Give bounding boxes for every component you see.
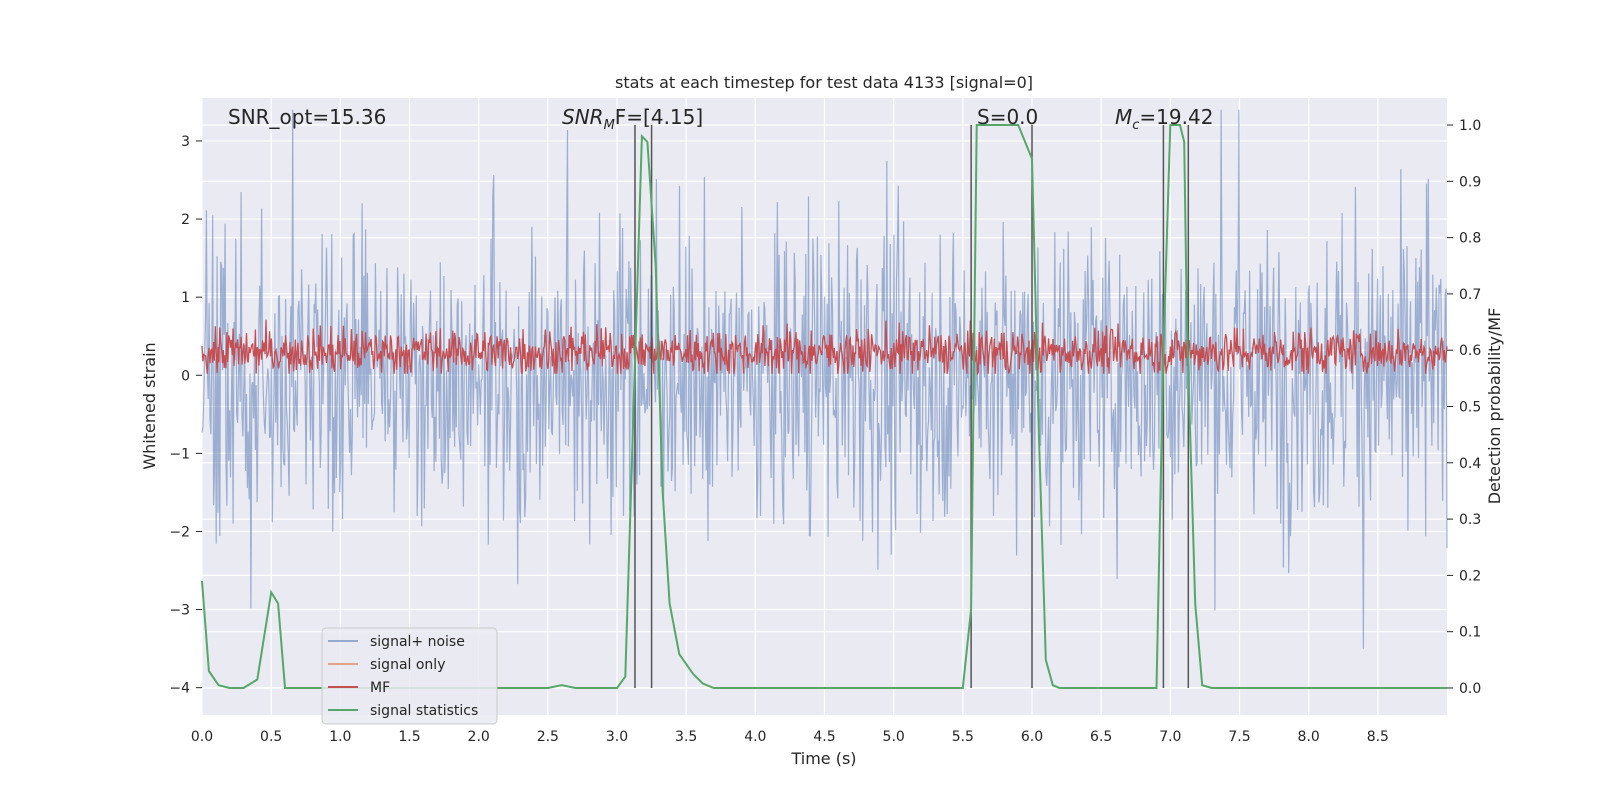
x-tick-label: 3.0 xyxy=(606,729,628,745)
annotation-snr-mf-sub: M xyxy=(604,118,615,133)
x-tick-label: 6.0 xyxy=(1021,729,1043,745)
x-tick-label: 2.0 xyxy=(468,729,490,745)
annotation-mc-suffix: =19.42 xyxy=(1139,105,1213,129)
x-tick-label: 0.5 xyxy=(260,729,282,745)
legend: signal+ noise signal only MF signal stat… xyxy=(321,627,498,725)
y-tick-label: −3 xyxy=(169,603,190,619)
y2-tick-label: 0.7 xyxy=(1459,287,1481,303)
annotation-mc: Mc=19.42 xyxy=(1115,105,1213,133)
y2-tick-label: 0.3 xyxy=(1459,512,1481,528)
y2-tick-label: 0.9 xyxy=(1459,174,1481,190)
annotation-mc-sub: c xyxy=(1132,118,1139,133)
y2-tick-label: 0.4 xyxy=(1459,456,1481,472)
legend-label-signal-noise: signal+ noise xyxy=(370,634,465,650)
legend-label-signal-only: signal only xyxy=(370,657,445,673)
x-tick-label: 7.5 xyxy=(1228,729,1250,745)
y2-tick-label: 0.6 xyxy=(1459,343,1481,359)
signal-noise-line xyxy=(201,109,1448,649)
x-tick-label: 3.5 xyxy=(675,729,697,745)
y-tick-label: 3 xyxy=(181,134,190,150)
chart-title: stats at each timestep for test data 413… xyxy=(615,73,1033,92)
y-axis-right-ticks: 1.0 0.9 0.8 0.7 0.6 0.5 0.4 0.3 0.2 0.1 0.0 xyxy=(1447,118,1481,697)
y-axis-label: Whitened strain xyxy=(140,342,159,469)
y-tick-label: 1 xyxy=(181,290,190,306)
legend-box xyxy=(321,627,498,725)
x-tick-label: 4.5 xyxy=(813,729,835,745)
x-tick-label: 8.5 xyxy=(1367,729,1389,745)
y-tick-label: 0 xyxy=(181,368,190,384)
x-tick-label: 1.0 xyxy=(329,729,351,745)
mf-line xyxy=(201,319,1448,376)
x-tick-label: 5.0 xyxy=(883,729,905,745)
x-axis-ticks: 0.0 0.5 1.0 1.5 2.0 2.5 3.0 3.5 4.0 4.5 5.0 5.5 6.0 6… xyxy=(191,729,1389,745)
annotation-snr-mf: SNRMF=[4.15] xyxy=(562,105,703,133)
x-tick-label: 1.5 xyxy=(398,729,420,745)
legend-label-signal-statistics: signal statistics xyxy=(370,703,478,719)
annotation-s: S=0.0 xyxy=(977,105,1038,129)
signal-statistics-line xyxy=(201,124,1447,689)
y2-tick-label: 0.8 xyxy=(1459,231,1481,247)
annotation-mc-prefix: M xyxy=(1115,105,1132,129)
x-tick-label: 5.5 xyxy=(952,729,974,745)
signal-statistics-series xyxy=(201,124,1447,689)
y2-tick-label: 0.1 xyxy=(1459,625,1481,641)
y-tick-label: −4 xyxy=(169,681,190,697)
y-tick-label: −1 xyxy=(169,446,190,462)
y-tick-label: −2 xyxy=(169,524,190,540)
x-tick-label: 2.5 xyxy=(537,729,559,745)
y-axis-right-label: Detection probability/MF xyxy=(1485,308,1504,505)
x-tick-label: 8.0 xyxy=(1298,729,1320,745)
legend-label-mf: MF xyxy=(370,680,390,696)
x-tick-label: 0.0 xyxy=(191,729,213,745)
y-tick-label: 2 xyxy=(181,212,190,228)
x-tick-label: 7.0 xyxy=(1159,729,1181,745)
x-tick-label: 6.5 xyxy=(1090,729,1112,745)
y2-tick-label: 0.5 xyxy=(1459,400,1481,416)
annotation-snr-opt: SNR_opt=15.36 xyxy=(228,105,386,129)
y2-tick-label: 0.0 xyxy=(1459,681,1481,697)
mf-series xyxy=(201,319,1448,376)
x-axis-label: Time (s) xyxy=(790,749,856,768)
annotation-snr-mf-prefix: SNR xyxy=(562,105,604,129)
x-tick-label: 4.0 xyxy=(744,729,766,745)
annotation-snr-mf-suffix: F=[4.15] xyxy=(615,105,703,129)
y2-tick-label: 1.0 xyxy=(1459,118,1481,134)
y-axis-ticks: 3 2 1 0 −1 −2 −3 −4 xyxy=(169,134,202,697)
signal-noise-series xyxy=(201,109,1448,649)
y2-tick-label: 0.2 xyxy=(1459,568,1481,584)
